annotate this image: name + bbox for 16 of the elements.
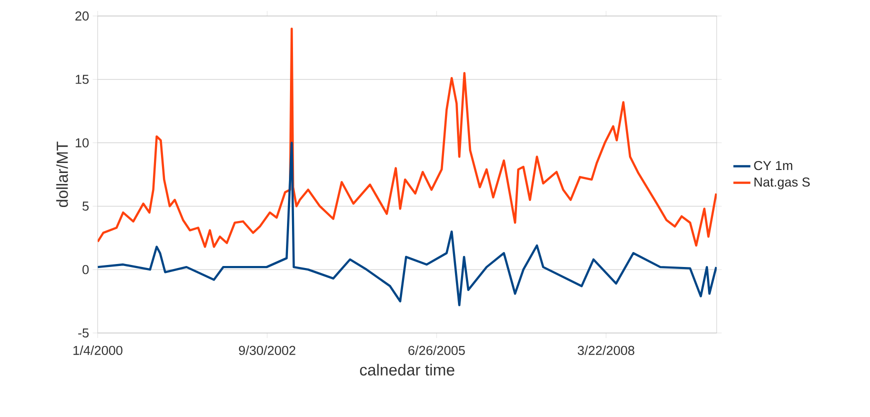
y-tick-label: 10: [76, 138, 89, 148]
y-tick-label: -5: [78, 328, 89, 338]
y-tick-label: 20: [75, 11, 89, 21]
y-axis-title: dollar/MT: [56, 142, 68, 208]
y-tick-label: 5: [82, 202, 89, 211]
x-tick-label: 6/26/2005: [408, 346, 465, 356]
line-series: [98, 28, 717, 248]
x-axis-title: calnedar time: [360, 364, 454, 376]
y-tick-label: 0: [82, 265, 89, 274]
x-tick-label: 9/30/2002: [238, 346, 296, 356]
y-tick-label: 15: [76, 74, 89, 84]
line-series: [98, 142, 717, 306]
x-tick-label: 3/22/2008: [578, 346, 634, 356]
legend-label: CY 1m: [754, 160, 792, 170]
x-tick-label: 1/4/2000: [73, 346, 122, 356]
legend-label: Nat.gas S: [754, 177, 810, 190]
